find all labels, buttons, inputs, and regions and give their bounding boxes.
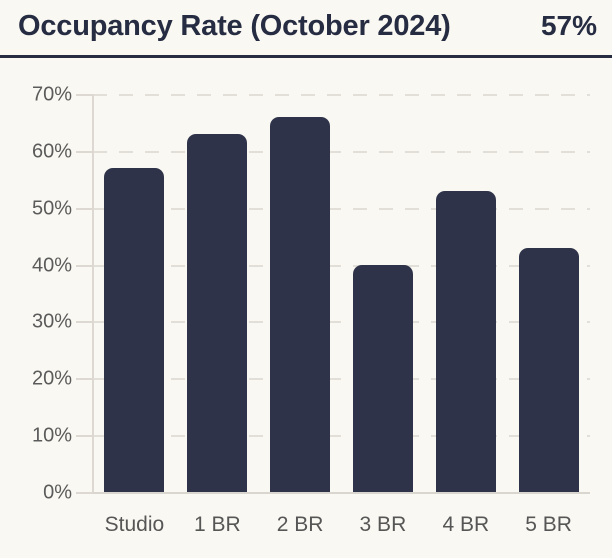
y-axis-label-60: 60%: [31, 140, 72, 163]
bar-2-br: [270, 116, 331, 492]
chart-title: Occupancy Rate (October 2024): [18, 10, 451, 42]
y-axis-tick-40: [76, 264, 93, 267]
y-axis-label-20: 20%: [31, 367, 72, 390]
gridline-70: [93, 94, 590, 96]
bar-1-br: [187, 133, 248, 492]
y-axis-tick-20: [76, 378, 93, 381]
x-axis-baseline: [78, 492, 590, 494]
y-axis-tick-70: [76, 94, 93, 96]
header-divider: [0, 55, 612, 58]
y-axis-tick-60: [76, 150, 93, 153]
gridline-10: [93, 435, 590, 438]
chart-header: Occupancy Rate (October 2024) 57%: [18, 10, 597, 43]
y-axis-label-10: 10%: [31, 424, 72, 447]
y-axis-line: [92, 94, 94, 492]
gridline-30: [93, 321, 590, 324]
x-axis-label-3-br: 3 BR: [359, 513, 407, 536]
x-axis-label-1-br: 1 BR: [193, 513, 241, 536]
gridline-50: [93, 207, 590, 210]
y-axis-tick-50: [76, 207, 93, 210]
headline-value: 57%: [540, 10, 597, 41]
y-axis-label-0: 0%: [43, 481, 72, 504]
y-axis-label-40: 40%: [31, 254, 72, 277]
bar-5-br: [518, 247, 579, 492]
x-axis-label-4-br: 4 BR: [442, 513, 490, 536]
x-axis-label-5-br: 5 BR: [525, 513, 572, 536]
y-axis-tick-0: [76, 492, 93, 494]
y-axis-tick-30: [76, 321, 93, 324]
bar-3-br: [352, 264, 413, 492]
gridline-60: [93, 150, 590, 153]
y-axis-label-30: 30%: [31, 310, 72, 333]
gridline-20: [93, 378, 590, 381]
x-axis-label-studio: Studio: [104, 513, 165, 536]
y-axis-label-70: 70%: [31, 83, 72, 106]
x-axis-label-2-br: 2 BR: [276, 513, 324, 536]
y-axis-label-50: 50%: [31, 197, 72, 220]
bar-4-br: [435, 190, 496, 492]
gridline-40: [93, 264, 590, 267]
bar-studio: [104, 167, 165, 492]
y-axis-tick-10: [76, 435, 93, 438]
